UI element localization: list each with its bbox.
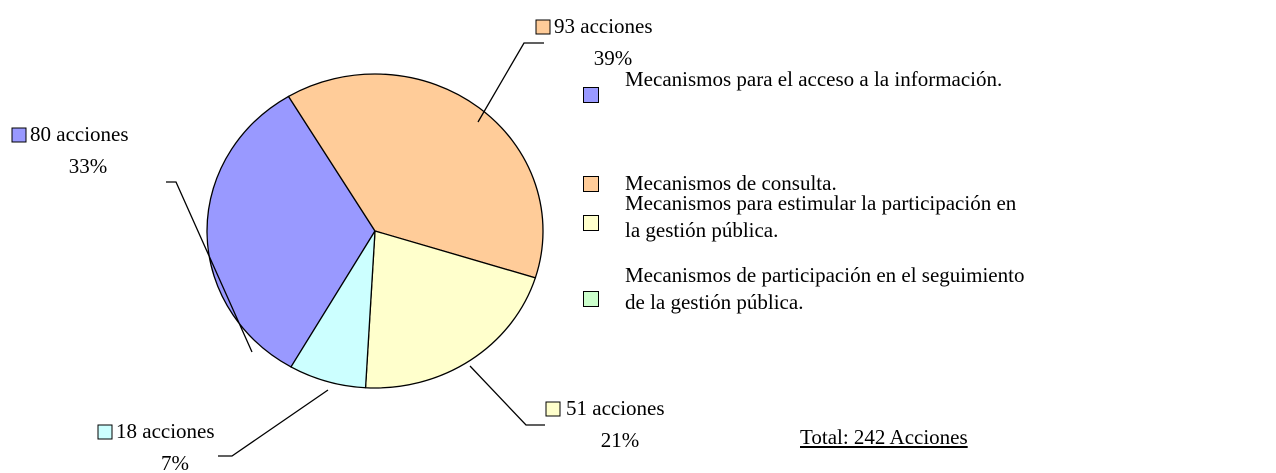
label-swatch: [545, 401, 561, 417]
legend-label: Mecanismos para estimular la participaci…: [625, 191, 1017, 242]
leader-line: [469, 365, 545, 426]
percent-label: 39%: [594, 46, 633, 70]
percent-label: 7%: [161, 451, 189, 473]
pie-slice: [287, 73, 544, 279]
percent-label: 21%: [601, 428, 640, 452]
legend-swatch: [583, 176, 599, 192]
legend-label: Mecanismos de participación en el seguim…: [625, 263, 1025, 314]
data-label: 80 acciones: [30, 122, 129, 146]
percent-label: 33%: [69, 154, 108, 178]
pie-slice: [206, 95, 376, 368]
data-label: 51 acciones: [566, 396, 665, 420]
leader-line: [477, 42, 544, 123]
data-label: 93 acciones: [554, 14, 653, 38]
legend-label: Mecanismos de consulta.: [625, 171, 837, 195]
data-label: 18 acciones: [116, 419, 215, 443]
legend: Mecanismos para el acceso a la informaci…: [580, 0, 1276, 473]
label-swatch: [535, 19, 551, 35]
leader-line: [166, 181, 253, 353]
legend-label: Mecanismos para el acceso a la informaci…: [625, 67, 1003, 91]
legend-swatch: [583, 87, 599, 103]
pie-slice: [290, 230, 376, 389]
total-annotation: Total: 242 Acciones: [800, 425, 968, 449]
legend-swatch: [583, 215, 599, 231]
label-swatch: [11, 127, 27, 143]
legend-swatch: [583, 291, 599, 307]
pie-slice: [364, 230, 537, 389]
label-swatch: [97, 424, 113, 440]
leader-line: [218, 389, 329, 457]
